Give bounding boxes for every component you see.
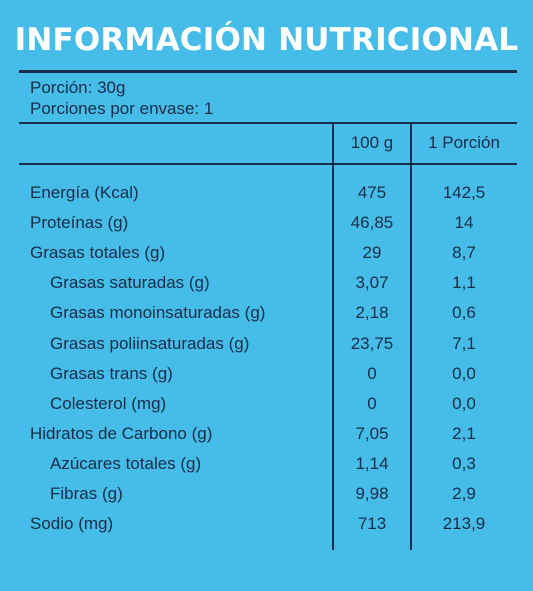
value-per-100g: 9,98 <box>355 484 389 503</box>
table-row: Colesterol (mg) 0 0,0 <box>0 394 533 424</box>
table-row: Proteínas (g) 46,85 14 <box>0 213 533 243</box>
table-row: Azúcares totales (g) 1,14 0,3 <box>0 454 533 484</box>
value-per-portion: 142,5 <box>442 183 486 202</box>
column-divider-right <box>410 123 412 550</box>
table-row: Fibras (g) 9,98 2,9 <box>0 484 533 514</box>
table-row: Grasas poliinsaturadas (g) 23,75 7,1 <box>0 334 533 364</box>
value-per-100g: 3,07 <box>355 273 389 293</box>
nutrient-label: Proteínas (g) <box>30 213 129 233</box>
nutrient-label: Sodio (mg) <box>30 514 114 534</box>
value-per-100g: 23,75 <box>350 333 394 353</box>
serving-divider <box>19 122 517 124</box>
table-row: Grasas saturadas (g) 3,07 1,1 <box>0 273 533 303</box>
nutrient-label: Grasas saturadas (g) <box>50 273 210 293</box>
nutrient-label: Grasas monoinsaturadas (g) <box>50 303 266 323</box>
value-per-100g: 29 <box>362 243 382 263</box>
value-per-100g: 46,85 <box>350 213 394 233</box>
header-divider <box>19 163 517 165</box>
table-title: INFORMACIÓN NUTRICIONAL <box>14 22 519 58</box>
table-row: Energía (Kcal) 475 142,5 <box>0 183 533 213</box>
value-per-portion: 0,0 <box>452 393 476 413</box>
value-per-portion: 14 <box>454 213 474 233</box>
nutrient-label: Colesterol (mg) <box>50 393 167 413</box>
value-per-100g: 2,18 <box>355 303 389 323</box>
nutrient-label: Azúcares totales (g) <box>50 453 202 473</box>
value-per-portion: 2,9 <box>452 484 476 503</box>
table-row: Grasas trans (g) 0 0,0 <box>0 364 533 394</box>
column-header-100g: 100 g <box>350 133 394 152</box>
nutrient-label: Hidratos de Carbono (g) <box>30 423 213 443</box>
value-per-portion: 7,1 <box>452 333 476 353</box>
value-per-portion: 8,7 <box>452 243 476 263</box>
value-per-100g: 0 <box>367 393 377 413</box>
value-per-portion: 0,0 <box>452 363 476 383</box>
table-row: Grasas monoinsaturadas (g) 2,18 0,6 <box>0 303 533 333</box>
top-divider <box>19 70 517 73</box>
table-row: Hidratos de Carbono (g) 7,05 2,1 <box>0 424 533 454</box>
nutrient-label: Energía (Kcal) <box>30 183 139 202</box>
column-divider-left <box>332 123 334 550</box>
nutrient-label: Grasas totales (g) <box>30 243 166 263</box>
column-header-portion: 1 Porción <box>428 133 500 152</box>
value-per-portion: 1,1 <box>452 273 476 293</box>
nutrient-label: Fibras (g) <box>50 484 123 503</box>
value-per-portion: 0,6 <box>452 303 476 323</box>
value-per-100g: 713 <box>357 514 387 534</box>
value-per-100g: 0 <box>367 363 377 383</box>
table-row: Grasas totales (g) 29 8,7 <box>0 243 533 273</box>
value-per-100g: 475 <box>357 183 387 202</box>
value-per-100g: 1,14 <box>355 453 389 473</box>
portions-per-pack: Porciones por envase: 1 <box>30 99 214 118</box>
nutrient-label: Grasas poliinsaturadas (g) <box>50 333 250 353</box>
table-row: Sodio (mg) 713 213,9 <box>0 514 533 544</box>
value-per-100g: 7,05 <box>355 423 389 443</box>
value-per-portion: 213,9 <box>442 514 486 534</box>
portion-size: Porción: 30g <box>30 78 126 97</box>
nutrient-label: Grasas trans (g) <box>50 363 173 383</box>
value-per-portion: 0,3 <box>452 453 476 473</box>
value-per-portion: 2,1 <box>452 423 476 443</box>
